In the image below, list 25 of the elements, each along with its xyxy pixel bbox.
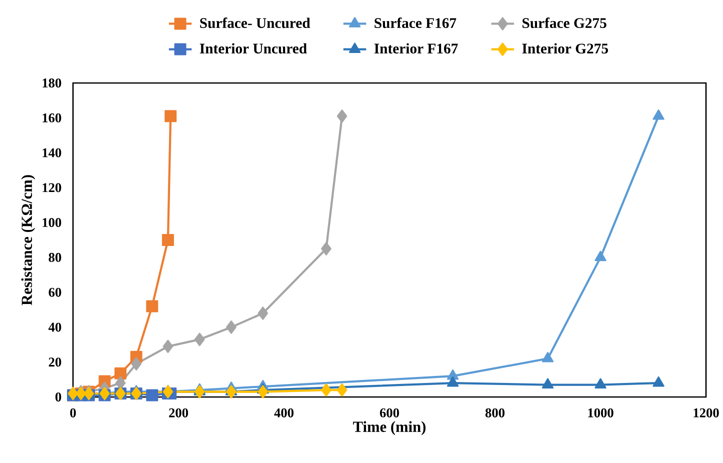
legend-label: Surface F167 [374,18,456,28]
y-axis-title: Resistance (KΩ/cm) [21,175,36,306]
x-tick-label: 0 [70,408,76,418]
y-tick-label: 120 [42,183,62,192]
y-tick-label: 0 [55,392,62,402]
legend-label: Interior Uncured [200,43,307,54]
y-tick-label: 140 [42,148,62,158]
x-tick-label: 1200 [694,408,719,418]
x-tick-label: 400 [274,408,294,418]
legend-label: Surface G275 [522,18,606,28]
y-tick-label: 160 [42,113,62,122]
y-tick-label: 20 [48,358,62,367]
y-tick-label: 100 [42,218,62,228]
y-tick-label: 40 [48,322,62,332]
y-tick-label: 180 [42,78,62,88]
y-tick-label: 80 [48,252,62,262]
x-tick-label: 600 [380,408,400,418]
x-tick-label: 200 [169,408,188,418]
x-tick-label: 800 [485,408,505,418]
x-axis-title: Time (min) [353,421,426,436]
legend-label: Interior G275 [522,43,608,54]
y-tick-label: 60 [48,288,62,297]
legend-label: Surface- Uncured [200,18,310,28]
x-tick-label: 1000 [588,408,614,418]
legend-label: Interior F167 [374,43,458,54]
